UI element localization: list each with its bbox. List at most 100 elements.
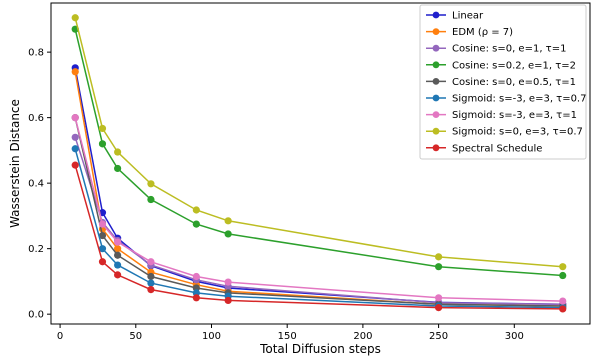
series-line: [74, 117, 563, 307]
legend-marker: [432, 61, 440, 69]
data-point: [224, 296, 232, 305]
legend-label: EDM (ρ = 7): [452, 27, 513, 38]
legend-entry: Sigmoid: s=-3, e=3, τ=1: [426, 110, 577, 121]
series-line: [74, 137, 563, 306]
data-point: [98, 231, 107, 240]
legend-label: Sigmoid: s=-3, e=3, τ=1: [452, 110, 577, 121]
legend-label: Sigmoid: s=0, e=3, τ=0.7: [452, 127, 583, 138]
data-point: [71, 133, 79, 141]
data-point: [71, 68, 79, 76]
y-axis-ticks: 0.0 0.2 0.4 0.6 0.8: [28, 48, 51, 321]
data-point: [434, 304, 443, 312]
series-line: [74, 17, 563, 268]
x-axis-ticks: 0 50 100 150 200 250 300: [57, 324, 524, 342]
series-line: [74, 117, 563, 302]
data-point: [114, 148, 122, 156]
legend-marker: [432, 44, 440, 52]
x-tick-label: 100: [202, 331, 221, 342]
series-line: [74, 148, 563, 309]
y-tick-label: 0.6: [28, 113, 44, 124]
data-point: [114, 164, 122, 173]
x-tick-label: 250: [429, 331, 448, 342]
legend-box: [419, 4, 587, 160]
legend-entry: Linear: [426, 11, 484, 22]
data-point: [224, 278, 232, 286]
x-tick-label: 0: [57, 331, 63, 342]
series-5: [71, 145, 567, 312]
series-line: [74, 29, 563, 277]
data-point: [559, 305, 567, 313]
data-point: [71, 114, 79, 122]
y-tick-label: 0.4: [28, 179, 44, 190]
legend-label: Sigmoid: s=-3, e=3, τ=0.7: [452, 94, 586, 105]
x-axis-label: Total Diffusion steps: [259, 342, 381, 356]
legend-entry: EDM (ρ = 7): [426, 27, 513, 38]
data-point: [71, 145, 79, 153]
legend-marker: [432, 28, 440, 35]
data-point: [114, 261, 122, 269]
legend-marker: [432, 94, 440, 102]
legend-label: Cosine: s=0, e=1, τ=1: [452, 44, 566, 55]
legend-marker: [432, 11, 440, 19]
legend-marker: [432, 144, 440, 152]
legend-label: Linear: [452, 11, 484, 22]
data-point: [147, 195, 155, 204]
legend-label: Spectral Schedule: [452, 143, 542, 154]
series-2: [71, 133, 567, 308]
series-8: [71, 161, 567, 313]
plot-marks: [71, 14, 567, 313]
data-point: [147, 180, 155, 188]
series-7: [71, 14, 567, 271]
data-point: [192, 206, 200, 214]
data-point: [434, 253, 443, 261]
data-point: [224, 230, 232, 238]
data-point: [192, 272, 200, 281]
data-point: [98, 140, 107, 148]
x-tick-label: 300: [505, 331, 524, 342]
data-point: [98, 124, 107, 133]
data-point: [98, 258, 107, 266]
data-point: [434, 263, 443, 271]
legend-entry: Cosine: s=0.2, e=1, τ=2: [426, 60, 576, 71]
data-point: [114, 238, 122, 246]
legend-label: Cosine: s=0.2, e=1, τ=2: [452, 60, 576, 71]
x-tick-label: 50: [129, 331, 142, 342]
data-point: [224, 217, 232, 225]
data-point: [559, 271, 567, 280]
y-tick-label: 0.8: [28, 48, 44, 59]
legend-label: Cosine: s=0, e=0.5, τ=1: [452, 77, 576, 88]
legend-entry: Spectral Schedule: [426, 143, 542, 154]
legend-entry: Cosine: s=0, e=0.5, τ=1: [426, 77, 576, 88]
legend-marker: [432, 127, 440, 135]
data-point: [559, 263, 567, 271]
data-point: [71, 161, 79, 169]
data-point: [71, 14, 79, 22]
y-tick-label: 0.2: [28, 244, 44, 255]
data-point: [559, 297, 567, 305]
series-6: [71, 114, 567, 305]
legend-marker: [432, 111, 440, 118]
data-point: [147, 279, 155, 287]
data-point: [192, 294, 200, 302]
x-tick-label: 200: [353, 331, 372, 342]
legend-marker: [432, 78, 440, 85]
data-point: [434, 294, 443, 302]
legend-entry: Sigmoid: s=0, e=3, τ=0.7: [426, 127, 583, 138]
data-point: [147, 272, 155, 281]
y-axis-label: Wasserstein Distance: [8, 99, 22, 228]
y-tick-label: 0.0: [28, 310, 44, 321]
legend-entry: Sigmoid: s=-3, e=3, τ=0.7: [426, 94, 586, 105]
data-point: [114, 251, 122, 259]
data-point: [98, 220, 107, 228]
data-point: [192, 220, 200, 228]
data-point: [147, 258, 155, 266]
data-point: [114, 245, 122, 253]
plot-frame: [50, 2, 591, 325]
data-point: [114, 271, 122, 279]
data-point: [147, 286, 155, 294]
data-point: [98, 245, 107, 253]
x-tick-label: 150: [278, 331, 297, 342]
legend: Linear EDM (ρ = 7) Cosine: s=0, e=1, τ=1 Co…: [419, 4, 587, 160]
legend-entry: Cosine: s=0, e=1, τ=1: [426, 44, 566, 55]
